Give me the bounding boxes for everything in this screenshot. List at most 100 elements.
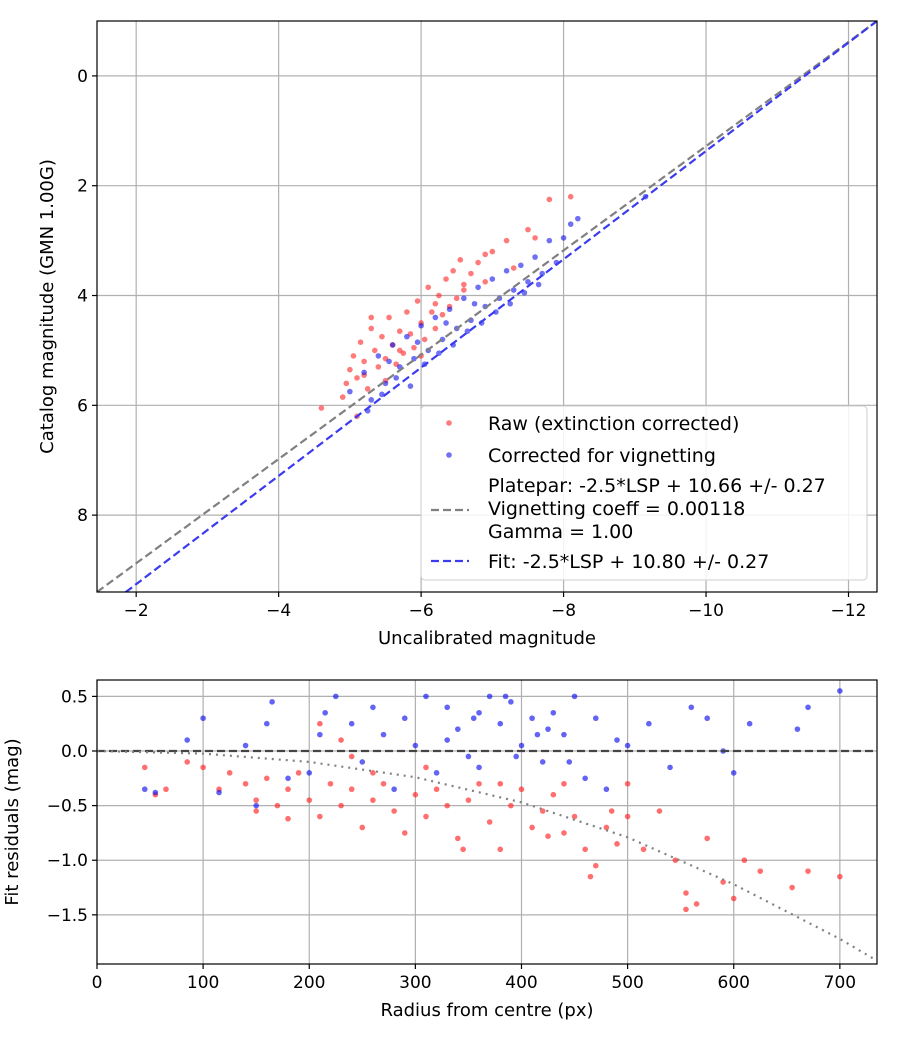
data-point	[592, 715, 599, 722]
plot-area	[97, 21, 877, 592]
data-point	[274, 802, 281, 809]
data-point	[730, 895, 737, 902]
data-point	[414, 298, 421, 304]
data-point	[432, 300, 439, 307]
data-point	[285, 775, 291, 782]
data-point	[364, 386, 371, 392]
data-point	[306, 797, 313, 803]
data-point	[837, 873, 843, 880]
data-point	[513, 753, 519, 760]
data-point	[640, 846, 647, 853]
data-point	[412, 791, 419, 798]
data-point	[184, 759, 191, 765]
data-point	[476, 764, 482, 771]
data-point	[370, 704, 376, 711]
data-point	[482, 251, 489, 258]
data-point	[396, 347, 403, 354]
data-point	[794, 726, 801, 732]
data-point	[566, 759, 573, 765]
y-tick-label: 0.5	[61, 687, 88, 707]
data-point	[436, 292, 442, 299]
data-point	[757, 868, 764, 874]
data-point	[370, 770, 376, 776]
data-point	[486, 693, 493, 700]
data-point	[656, 808, 663, 814]
data-point	[475, 284, 481, 291]
x-tick-label: −10	[688, 601, 724, 621]
data-point	[412, 742, 419, 749]
legend-label-corrected: Corrected for vignetting	[488, 445, 716, 467]
data-point	[464, 328, 471, 335]
y-tick-label: 8	[77, 506, 88, 526]
data-point	[357, 339, 364, 345]
data-point	[322, 709, 328, 716]
data-point	[216, 789, 222, 796]
data-point	[546, 237, 553, 244]
legend-marker-corrected	[446, 452, 452, 458]
data-point	[603, 824, 610, 831]
data-point	[545, 833, 551, 839]
data-point	[332, 693, 339, 700]
data-point	[327, 780, 334, 787]
data-point	[510, 287, 517, 293]
data-point	[242, 780, 249, 787]
data-point	[404, 333, 410, 340]
series-0	[141, 720, 843, 913]
x-tick-label: 700	[824, 973, 856, 993]
data-point	[375, 353, 382, 359]
data-point	[460, 846, 466, 853]
data-point	[338, 802, 344, 809]
data-point	[546, 196, 553, 203]
data-point	[347, 366, 353, 373]
data-point	[361, 369, 367, 376]
data-point	[348, 753, 355, 760]
y-axis-label: Catalog magnitude (GMN 1.00G)	[37, 159, 58, 454]
data-point	[433, 770, 440, 776]
data-point	[361, 358, 367, 365]
data-point	[263, 720, 270, 727]
data-point	[418, 322, 424, 329]
data-point	[508, 802, 514, 809]
data-point	[470, 715, 477, 722]
data-point	[704, 715, 711, 722]
data-point	[421, 336, 428, 343]
data-point	[404, 309, 410, 315]
data-point	[465, 797, 472, 803]
data-point	[497, 720, 504, 727]
plot-frame	[96, 679, 878, 965]
data-point	[560, 235, 567, 241]
data-point	[343, 380, 350, 387]
data-point	[391, 808, 397, 814]
data-point	[741, 857, 748, 864]
data-point	[476, 709, 482, 716]
data-point	[436, 350, 442, 356]
data-point	[476, 780, 482, 787]
data-point	[386, 314, 392, 321]
x-tick-label: 400	[505, 973, 537, 993]
series-line-3	[124, 21, 877, 592]
data-point	[532, 254, 538, 260]
data-point	[567, 221, 574, 227]
data-point	[348, 786, 355, 793]
data-point	[503, 268, 510, 274]
data-point	[461, 281, 467, 288]
data-point	[550, 791, 557, 798]
data-point	[396, 328, 403, 335]
data-point	[539, 808, 546, 814]
data-point	[359, 759, 366, 765]
x-tick-label: 500	[611, 973, 643, 993]
data-point	[614, 841, 620, 847]
data-point	[306, 770, 313, 776]
data-point	[338, 737, 344, 743]
y-tick-label: −1.0	[47, 851, 88, 871]
data-point	[489, 276, 496, 282]
data-point	[242, 742, 249, 749]
y-tick-label: 6	[77, 396, 88, 416]
data-point	[432, 314, 439, 321]
data-point	[446, 306, 453, 313]
data-point	[571, 693, 578, 700]
data-point	[380, 780, 387, 787]
data-point	[746, 720, 753, 727]
data-point	[688, 704, 695, 711]
